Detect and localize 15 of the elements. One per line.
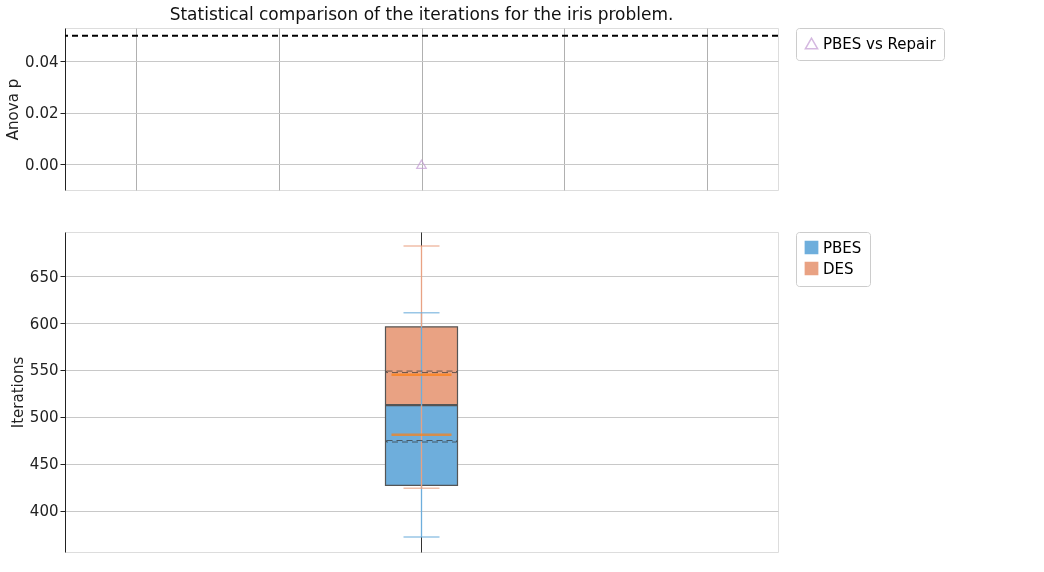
y-tick-label: 400 <box>29 502 59 521</box>
y-tick-label: 650 <box>29 267 59 286</box>
y-tick-label: 450 <box>29 455 59 474</box>
y-axis-title: Iterations <box>8 356 27 429</box>
legend-label: DES <box>823 259 854 278</box>
y-tick-label: 0.00 <box>25 155 59 174</box>
y-tick-label: 550 <box>29 361 59 380</box>
chart-title: Statistical comparison of the iterations for the iris problem. <box>169 3 674 24</box>
y-tick-label: 0.02 <box>25 104 59 123</box>
legend-label: PBES vs Repair <box>823 34 937 53</box>
y-axis-title: Anova p <box>4 78 23 141</box>
legend-label: PBES <box>823 238 862 257</box>
y-tick-label: 0.04 <box>25 52 59 71</box>
y-tick-label: 600 <box>29 314 59 333</box>
y-tick-label: 500 <box>29 408 59 427</box>
